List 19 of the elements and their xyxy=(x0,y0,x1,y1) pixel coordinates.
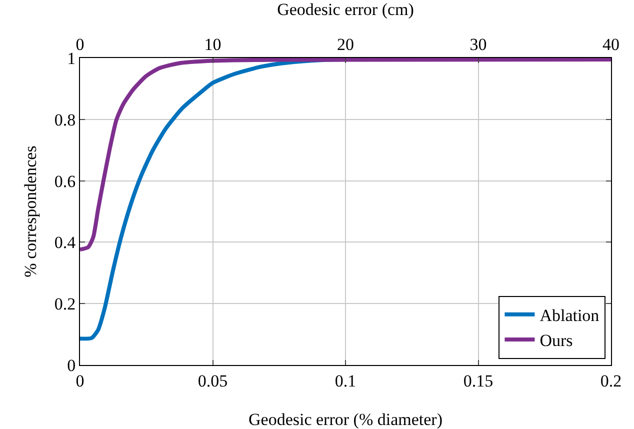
y-tick-label: 0 xyxy=(67,356,76,375)
legend-label: Ablation xyxy=(540,306,600,326)
y-tick-label: 1 xyxy=(67,48,76,68)
x2-tick-label: 10 xyxy=(204,35,222,54)
y-tick-label: 0.4 xyxy=(54,233,76,252)
y-tick-label: 0.2 xyxy=(54,294,76,314)
x-axis-title: Geodesic error (% diameter) xyxy=(248,410,442,429)
y-tick-label: 0.8 xyxy=(54,110,76,130)
x-tick-label: 0.1 xyxy=(334,371,356,390)
x-tick-label: 0.2 xyxy=(600,371,622,390)
x2-tick-label: 40 xyxy=(602,35,620,54)
x2-tick-label: 30 xyxy=(470,35,487,54)
x-tick-label: 0.05 xyxy=(198,371,228,390)
x2-tick-label: 20 xyxy=(337,35,354,54)
y-axis-title: % correspondences xyxy=(21,146,40,278)
y-tick-label: 0.6 xyxy=(54,172,76,191)
legend-label: Ours xyxy=(540,331,573,350)
x2-axis-title: Geodesic error (cm) xyxy=(277,0,414,19)
x-tick-label: 0.15 xyxy=(463,371,494,390)
